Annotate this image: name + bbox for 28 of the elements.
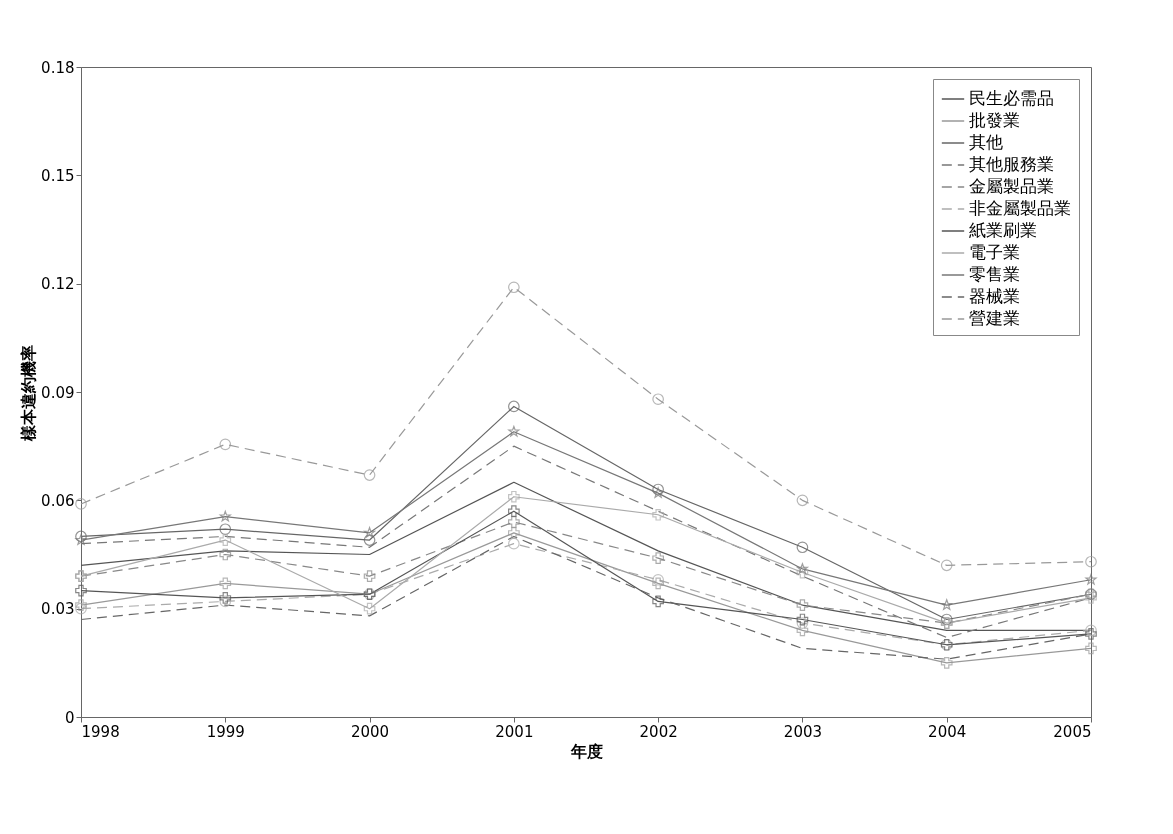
legend-label: 民生必需品 [969,88,1054,108]
y-axis-title: 樣本違約機率 [19,344,39,442]
y-tick-label: 0.15 [41,166,75,185]
legend-label: 電子業 [969,242,1020,262]
x-tick-label: 1998 [81,722,120,741]
legend-label: 營建業 [969,308,1020,328]
legend-label: 其他服務業 [969,154,1054,174]
legend-label: 批發業 [969,110,1020,130]
legend-label: 金屬製品業 [969,176,1054,196]
y-tick-label: 0 [64,708,75,727]
y-tick-label: 0.09 [41,383,75,402]
y-tick-label: 0.03 [41,600,75,619]
x-tick-label: 2000 [350,722,390,741]
y-tick-label: 0.06 [41,491,75,510]
x-tick-label: 2002 [639,722,678,741]
legend-label: 零售業 [969,264,1020,284]
x-tick-label: 1999 [206,722,245,741]
x-tick-label: 2005 [1053,722,1092,741]
legend-label: 紙業刷業 [969,220,1037,240]
legend-label: 器械業 [969,286,1020,306]
x-tick-label: 2004 [928,722,967,741]
y-tick-label: 0.18 [41,58,75,77]
x-axis-title: 年度 [569,741,603,761]
y-tick-label: 0.12 [41,275,75,294]
legend-label: 其他 [969,132,1003,152]
x-tick-label: 2001 [495,722,534,741]
x-tick-label: 2003 [783,722,823,741]
legend-label: 非金屬製品業 [969,198,1071,218]
